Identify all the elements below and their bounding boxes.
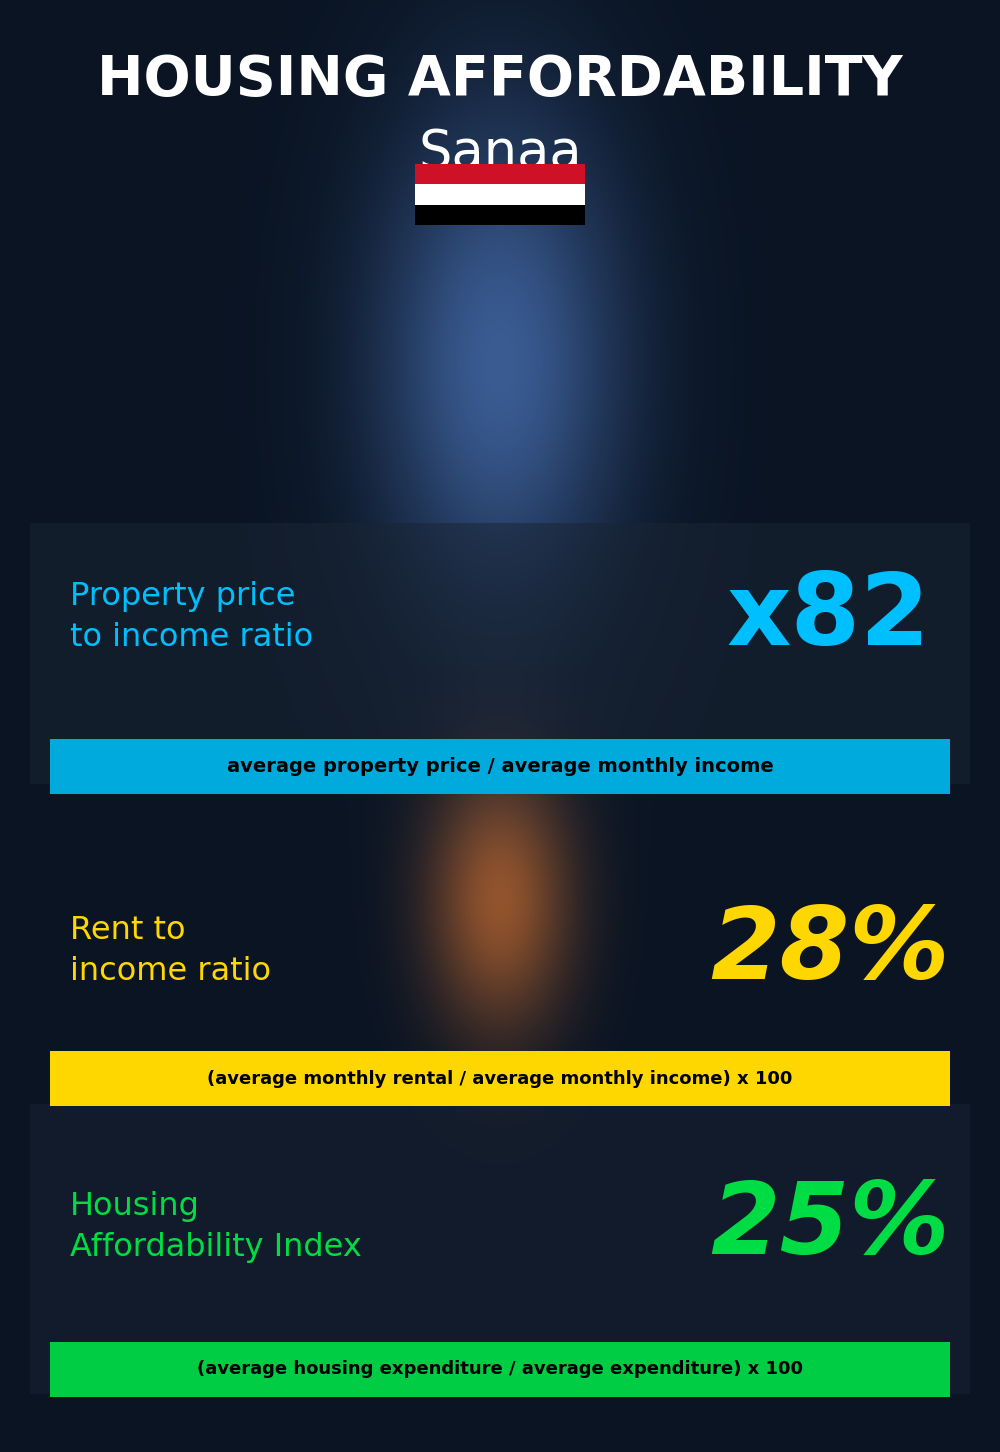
- Text: 28%: 28%: [710, 903, 950, 999]
- Bar: [30, 1104, 970, 1394]
- Text: average property price / average monthly income: average property price / average monthly…: [227, 756, 773, 777]
- Bar: [415, 184, 585, 205]
- Bar: [415, 164, 585, 184]
- Bar: [415, 205, 585, 225]
- Text: Property price
to income ratio: Property price to income ratio: [70, 581, 313, 653]
- Text: x82: x82: [726, 569, 930, 665]
- Bar: [50, 1051, 950, 1106]
- Text: (average monthly rental / average monthly income) x 100: (average monthly rental / average monthl…: [207, 1070, 793, 1088]
- Bar: [50, 739, 950, 794]
- Text: 25%: 25%: [710, 1179, 950, 1275]
- Text: Housing
Affordability Index: Housing Affordability Index: [70, 1191, 362, 1263]
- Bar: [50, 1342, 950, 1397]
- Bar: [30, 523, 970, 784]
- Text: HOUSING AFFORDABILITY: HOUSING AFFORDABILITY: [97, 52, 903, 107]
- Text: Sanaa: Sanaa: [418, 126, 582, 179]
- Text: Rent to
income ratio: Rent to income ratio: [70, 915, 271, 987]
- Text: (average housing expenditure / average expenditure) x 100: (average housing expenditure / average e…: [197, 1361, 803, 1378]
